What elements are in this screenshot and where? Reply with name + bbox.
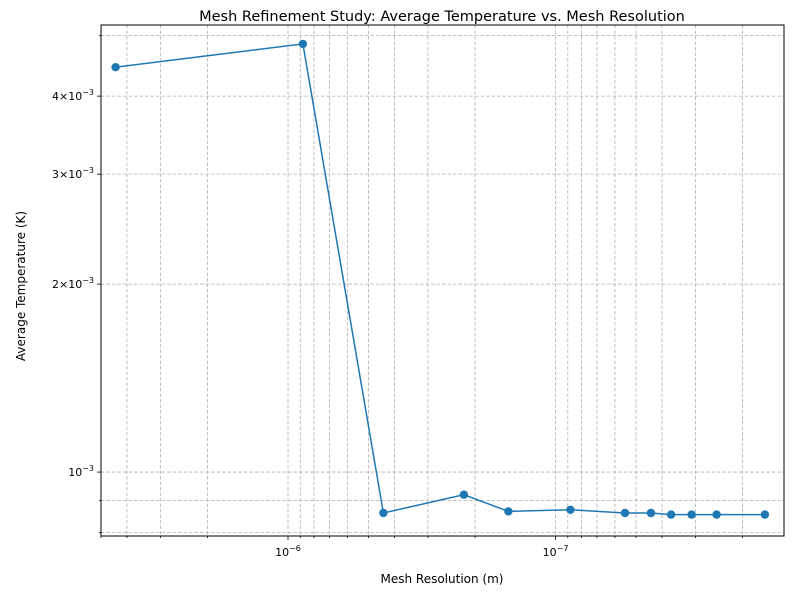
data-point <box>379 508 388 518</box>
data-point <box>504 507 513 516</box>
axes-frame <box>100 24 785 537</box>
series-layer <box>111 39 770 519</box>
data-point <box>111 62 120 72</box>
data-point <box>459 490 469 499</box>
x-axis-label: Mesh Resolution (m) <box>381 572 504 586</box>
grid <box>100 25 784 536</box>
ticks: 10−6 10−7 10−3 2×10−3 3×10−3 4×10−3 <box>52 35 743 559</box>
data-point <box>620 508 630 518</box>
data-point <box>566 505 575 514</box>
x-tick-label: 10−7 <box>543 544 569 559</box>
y-tick-label: 10−3 <box>68 464 94 479</box>
data-point <box>760 510 770 519</box>
y-tick-label: 4×10−3 <box>52 88 94 103</box>
y-axis-label: Average Temperature (K) <box>14 211 28 361</box>
data-point <box>712 510 721 519</box>
data-point <box>646 508 656 518</box>
data-point <box>666 510 676 519</box>
chart-title: Mesh Refinement Study: Average Temperatu… <box>199 9 685 25</box>
x-tick-label: 10−6 <box>275 544 301 559</box>
data-point <box>298 39 308 49</box>
y-tick-label: 3×10−3 <box>52 166 94 181</box>
y-tick-label: 2×10−3 <box>52 276 94 291</box>
data-point <box>687 510 696 519</box>
